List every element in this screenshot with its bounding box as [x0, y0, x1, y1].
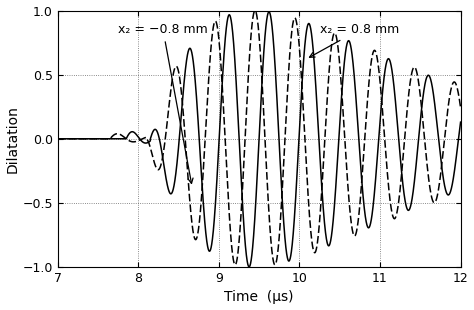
- X-axis label: Time  (μs): Time (μs): [224, 290, 294, 304]
- Y-axis label: Dilatation: Dilatation: [6, 105, 19, 173]
- Text: x₂ = 0.8 mm: x₂ = 0.8 mm: [310, 23, 399, 57]
- Text: x₂ = −0.8 mm: x₂ = −0.8 mm: [118, 23, 208, 184]
